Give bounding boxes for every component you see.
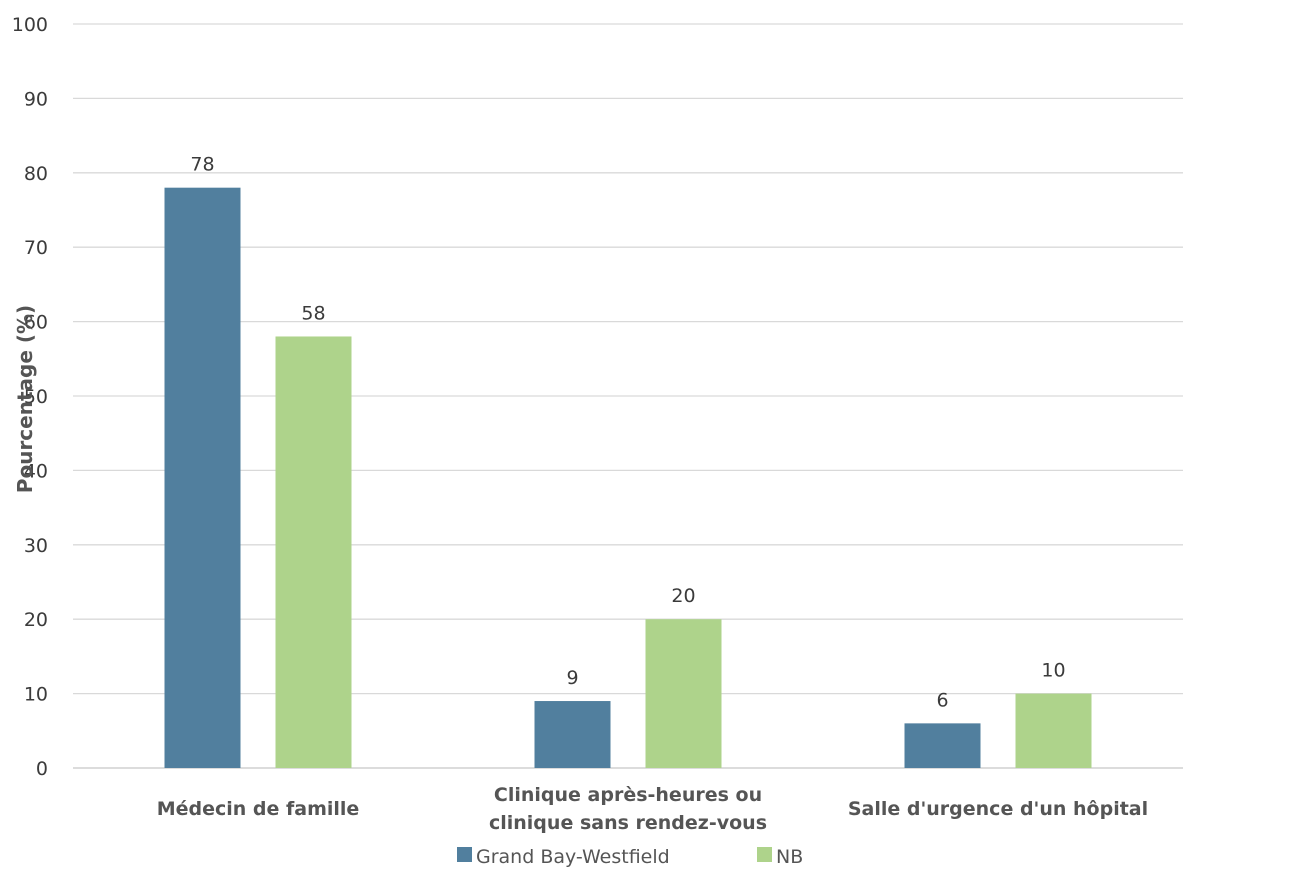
x-category-label: Clinique après-heures ou clinique sans re… xyxy=(489,784,767,834)
bar xyxy=(275,336,352,768)
y-axis-label: Pourcentage (%) xyxy=(13,305,37,493)
data-label: 20 xyxy=(671,585,695,607)
data-label: 10 xyxy=(1041,660,1065,682)
y-axis-ticks: 0 10 20 30 40 50 60 70 80 90 100 xyxy=(12,14,48,780)
legend: Grand Bay-Westfield NB xyxy=(457,846,803,868)
y-tick-label: 90 xyxy=(24,88,48,110)
bar xyxy=(1015,693,1092,768)
data-label: 6 xyxy=(936,689,948,711)
y-tick-label: 100 xyxy=(12,14,48,36)
legend-label: NB xyxy=(776,846,803,868)
legend-label: Grand Bay-Westfield xyxy=(476,846,670,868)
x-axis-categories: Médecin de famille Clinique après-heures … xyxy=(157,784,1148,834)
y-tick-label: 0 xyxy=(36,758,48,780)
x-category-label: Salle d'urgence d'un hôpital xyxy=(848,798,1148,820)
bar xyxy=(534,701,611,768)
y-tick-label: 50 xyxy=(24,386,48,408)
y-tick-label: 80 xyxy=(24,163,48,185)
data-label: 58 xyxy=(301,302,325,324)
bar xyxy=(645,619,722,768)
data-label: 78 xyxy=(190,154,214,176)
bar xyxy=(904,723,981,768)
bars xyxy=(164,187,1092,768)
y-tick-label: 10 xyxy=(24,684,48,706)
y-tick-label: 30 xyxy=(24,535,48,557)
legend-swatch xyxy=(757,847,772,862)
y-tick-label: 20 xyxy=(24,609,48,631)
y-tick-label: 60 xyxy=(24,312,48,334)
x-category-label: Médecin de famille xyxy=(157,798,360,820)
bar xyxy=(164,187,241,768)
data-labels: 78 58 9 20 6 10 xyxy=(190,154,1065,712)
y-tick-label: 40 xyxy=(24,460,48,482)
legend-swatch xyxy=(457,847,472,862)
data-label: 9 xyxy=(566,667,578,689)
gridlines xyxy=(73,23,1183,769)
y-tick-label: 70 xyxy=(24,237,48,259)
